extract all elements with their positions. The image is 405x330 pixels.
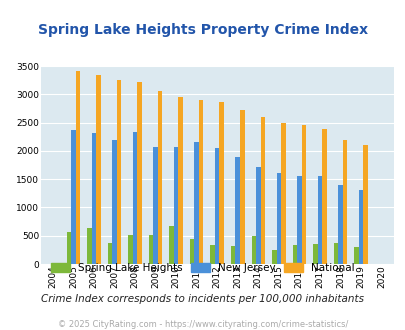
Bar bbox=[194, 142, 198, 264]
Bar bbox=[312, 244, 317, 264]
Bar bbox=[169, 225, 173, 264]
Bar bbox=[342, 140, 346, 264]
Legend: Spring Lake Heights, New Jersey, National: Spring Lake Heights, New Jersey, Nationa… bbox=[47, 258, 358, 277]
Bar bbox=[337, 185, 342, 264]
Bar bbox=[210, 245, 214, 264]
Bar bbox=[96, 75, 100, 264]
Bar bbox=[251, 236, 256, 264]
Bar bbox=[260, 117, 264, 264]
Text: Spring Lake Heights Property Crime Index: Spring Lake Heights Property Crime Index bbox=[38, 23, 367, 37]
Bar bbox=[256, 167, 260, 264]
Bar bbox=[317, 176, 321, 264]
Bar bbox=[292, 245, 296, 264]
Bar bbox=[117, 80, 121, 264]
Bar bbox=[173, 148, 178, 264]
Text: © 2025 CityRating.com - https://www.cityrating.com/crime-statistics/: © 2025 CityRating.com - https://www.city… bbox=[58, 320, 347, 329]
Bar bbox=[333, 243, 337, 264]
Bar bbox=[149, 235, 153, 264]
Bar bbox=[107, 243, 112, 264]
Bar bbox=[132, 132, 137, 264]
Bar bbox=[112, 140, 117, 264]
Text: Crime Index corresponds to incidents per 100,000 inhabitants: Crime Index corresponds to incidents per… bbox=[41, 294, 364, 304]
Bar bbox=[321, 129, 326, 264]
Bar bbox=[362, 145, 367, 264]
Bar bbox=[87, 228, 92, 264]
Bar bbox=[128, 235, 132, 264]
Bar bbox=[190, 239, 194, 264]
Bar bbox=[137, 82, 141, 264]
Bar bbox=[158, 91, 162, 264]
Bar bbox=[230, 247, 235, 264]
Bar bbox=[214, 148, 219, 264]
Bar bbox=[219, 102, 224, 264]
Bar bbox=[301, 125, 305, 264]
Bar bbox=[75, 71, 80, 264]
Bar bbox=[271, 250, 276, 264]
Bar bbox=[71, 130, 75, 264]
Bar bbox=[198, 100, 203, 264]
Bar bbox=[178, 97, 183, 264]
Bar bbox=[66, 232, 71, 264]
Bar bbox=[235, 156, 239, 264]
Bar bbox=[153, 148, 158, 264]
Bar bbox=[353, 247, 358, 264]
Bar bbox=[276, 173, 280, 264]
Bar bbox=[358, 190, 362, 264]
Bar bbox=[296, 176, 301, 264]
Bar bbox=[280, 123, 285, 264]
Bar bbox=[239, 110, 244, 264]
Bar bbox=[92, 133, 96, 264]
